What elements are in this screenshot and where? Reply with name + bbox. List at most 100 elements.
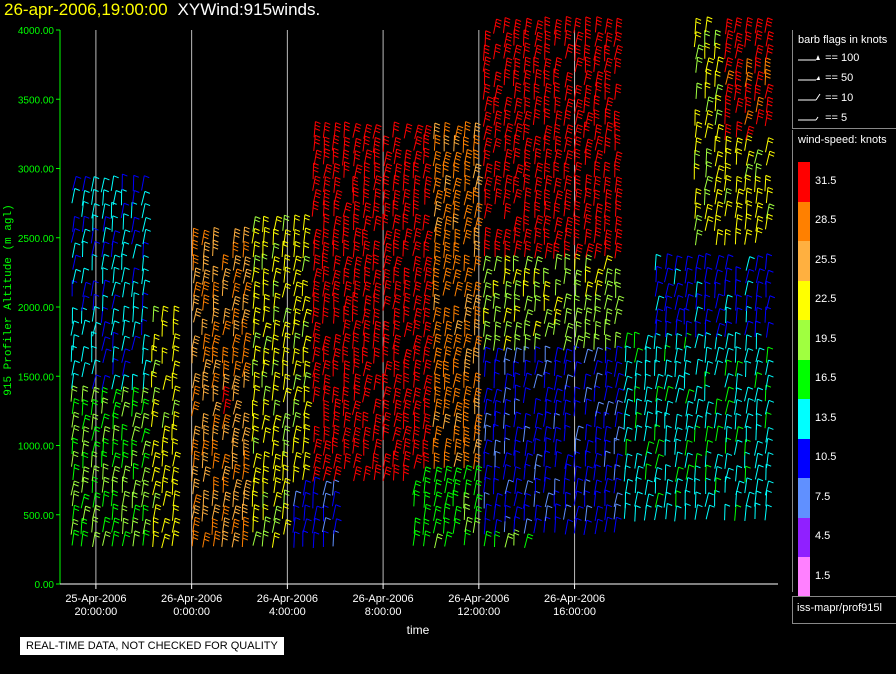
- wind-barb: [353, 384, 361, 401]
- barb-feather: [436, 362, 442, 366]
- barb-feather: [325, 281, 331, 285]
- barb-feather: [135, 504, 141, 508]
- barb-shaft: [131, 426, 136, 441]
- wind-barb: [112, 331, 119, 349]
- barb-feather: [506, 228, 512, 232]
- barb-feather: [164, 520, 170, 524]
- wind-barb: [323, 411, 330, 428]
- wind-barb: [132, 292, 140, 309]
- barb-feather: [215, 362, 221, 366]
- barb-feather: [456, 323, 463, 327]
- barb-feather: [415, 213, 422, 217]
- barb-feather: [192, 346, 198, 350]
- barb-feather: [253, 428, 259, 432]
- barb-feather: [496, 110, 503, 114]
- barb-feather: [364, 339, 370, 343]
- wind-barb: [293, 425, 302, 441]
- barb-shaft: [121, 491, 126, 507]
- barb-shaft: [192, 228, 195, 245]
- barb-feather: [153, 410, 159, 414]
- barb-shaft: [90, 399, 94, 415]
- barb-feather: [513, 255, 519, 259]
- barb-feather: [485, 192, 491, 196]
- barb-feather: [335, 176, 341, 180]
- barb-feather: [453, 248, 460, 252]
- barb-shaft: [172, 360, 176, 376]
- barb-feather: [384, 189, 391, 193]
- barb-feather: [304, 258, 310, 262]
- barb-shaft: [303, 412, 306, 429]
- barb-feather: [515, 222, 521, 226]
- barb-feather: [202, 458, 208, 462]
- barb-feather: [353, 220, 359, 224]
- barb-shaft: [313, 505, 318, 521]
- wind-barb: [201, 412, 209, 430]
- barb-feather: [375, 191, 381, 195]
- barb-feather: [95, 321, 102, 325]
- wind-barb: [372, 254, 380, 271]
- barb-shaft: [71, 242, 76, 258]
- barb-shaft: [272, 372, 276, 388]
- barb-feather: [324, 183, 330, 186]
- barb-feather: [264, 417, 270, 421]
- barb-feather: [486, 128, 492, 132]
- barb-feather: [455, 257, 461, 261]
- barb-feather: [193, 392, 200, 395]
- barb-feather: [132, 495, 138, 499]
- barb-feather: [453, 165, 460, 169]
- barb-shaft: [363, 465, 367, 482]
- barb-feather: [404, 286, 410, 290]
- barb-feather: [333, 359, 339, 363]
- barb-feather: [295, 258, 302, 262]
- wind-barb: [413, 188, 420, 206]
- barb-feather: [192, 239, 198, 243]
- barb-feather: [457, 125, 464, 129]
- barb-shaft: [71, 398, 75, 415]
- barb-feather: [194, 294, 200, 298]
- wind-barb: [241, 426, 251, 442]
- barb-feather: [417, 454, 423, 458]
- barb-feather: [515, 411, 522, 415]
- wind-barb: [311, 517, 321, 534]
- barb-shaft: [111, 466, 116, 481]
- barb-feather: [245, 482, 251, 486]
- barb-feather: [434, 126, 440, 130]
- barb-feather: [433, 283, 439, 287]
- wind-barb: [231, 333, 242, 349]
- barb-feather: [428, 335, 434, 339]
- barb-feather: [135, 425, 141, 429]
- barb-shaft: [150, 411, 154, 427]
- barb-shaft: [493, 519, 498, 535]
- barb-shaft: [312, 372, 316, 389]
- barb-feather: [517, 426, 523, 430]
- barb-feather: [425, 163, 432, 167]
- wind-barb: [141, 175, 150, 191]
- barb-feather: [264, 359, 270, 363]
- wind-barb: [382, 423, 390, 440]
- barb-shaft: [222, 360, 225, 377]
- barb-shaft: [322, 493, 327, 509]
- wind-barb: [351, 305, 358, 322]
- barb-feather: [134, 229, 141, 233]
- barb-feather: [504, 168, 510, 172]
- wind-barb: [373, 292, 380, 310]
- barb-feather: [435, 166, 441, 170]
- barb-shaft: [343, 295, 348, 311]
- barb-shaft: [222, 320, 227, 336]
- barb-feather: [115, 401, 122, 405]
- barb-feather: [504, 72, 511, 76]
- barb-feather: [505, 206, 511, 210]
- barb-feather: [204, 353, 210, 356]
- barb-feather: [83, 440, 90, 444]
- barb-feather: [213, 340, 220, 344]
- wind-barb: [373, 148, 380, 165]
- barb-feather: [445, 174, 452, 178]
- wind-barb: [393, 412, 403, 428]
- wind-barb: [444, 531, 453, 547]
- wind-barb: [504, 358, 511, 375]
- barb-feather: [496, 137, 502, 141]
- barb-feather: [515, 226, 521, 230]
- barb-feather: [203, 424, 210, 428]
- barb-feather: [284, 257, 291, 261]
- wind-barb: [403, 123, 413, 139]
